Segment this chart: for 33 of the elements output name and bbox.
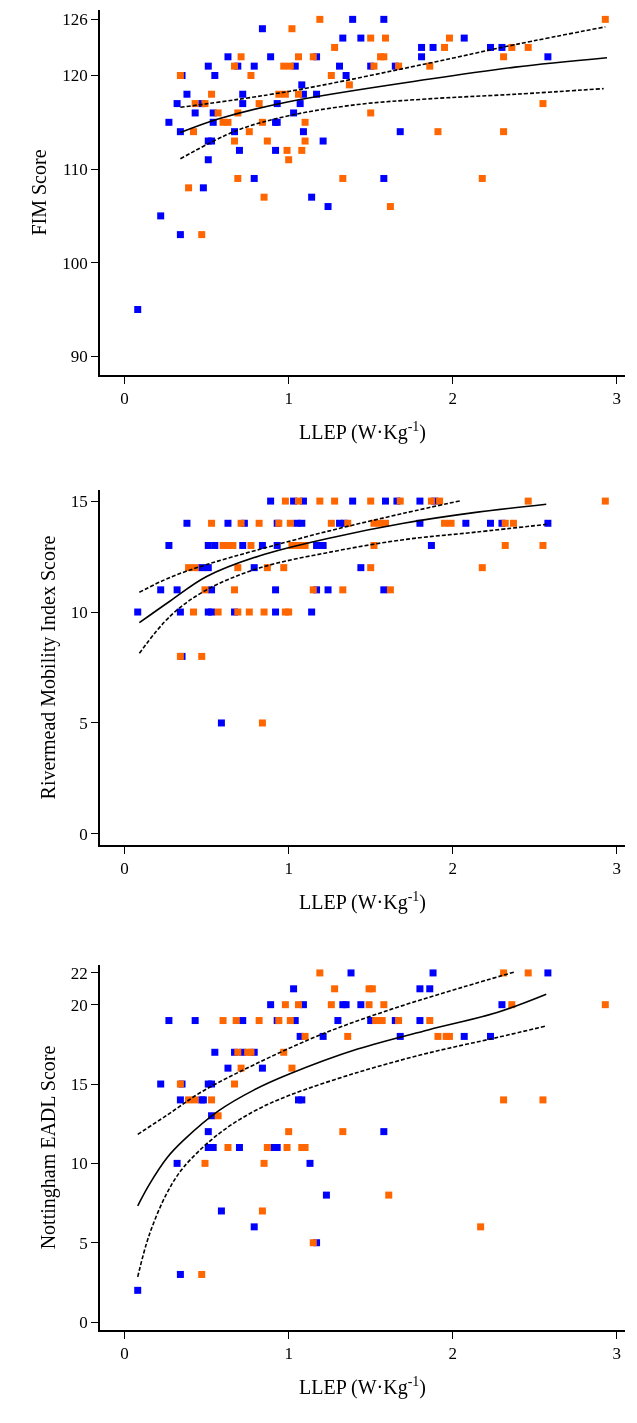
y-tick-label: 5 xyxy=(79,1233,88,1253)
y-tick-label: 5 xyxy=(79,713,88,733)
y-tick-label: 110 xyxy=(62,160,88,180)
y-tick-label: 0 xyxy=(79,1313,88,1333)
x-tick-label: 0 xyxy=(120,1344,129,1364)
x-tick-label: 1 xyxy=(284,859,293,879)
y-tick-label: 10 xyxy=(70,1154,88,1174)
y-tick-label: 120 xyxy=(62,66,88,86)
y-tick-label: 126 xyxy=(62,10,88,30)
y-tick-label: 20 xyxy=(70,995,88,1015)
y-tick-label: 0 xyxy=(79,824,88,844)
x-tick-label: 3 xyxy=(612,1344,622,1364)
x-axis-title: LLEP (W·Kg$^{-1}$) xyxy=(298,888,427,915)
x-tick-label: 1 xyxy=(284,1344,293,1364)
x-axis-title: LLEP (W·Kg$^{-1}$) xyxy=(298,1373,427,1400)
y-tick-label: 90 xyxy=(70,347,88,367)
x-tick-label: 3 xyxy=(612,859,622,879)
y-axis-title: Rivermead Mobility Index Score xyxy=(36,535,60,800)
x-tick-label: 2 xyxy=(448,1344,457,1364)
x-axis-title: LLEP (W·Kg$^{-1}$) xyxy=(298,418,427,445)
y-tick-label: 15 xyxy=(70,1074,88,1094)
x-tick-label: 2 xyxy=(448,859,457,879)
x-tick-label: 1 xyxy=(284,389,293,409)
x-tick-label: 2 xyxy=(448,389,457,409)
y-axis-title: FIM Score xyxy=(28,149,51,236)
x-tick-label: 3 xyxy=(612,389,622,409)
y-tick-label: 10 xyxy=(70,602,88,622)
y-tick-label: 22 xyxy=(70,963,88,983)
y-tick-label: 100 xyxy=(62,253,88,273)
y-tick-label: 15 xyxy=(70,492,88,512)
y-axis-title: Nottingham EADL Score xyxy=(36,1045,60,1250)
x-tick-label: 0 xyxy=(120,859,129,879)
x-tick-label: 0 xyxy=(120,389,129,409)
